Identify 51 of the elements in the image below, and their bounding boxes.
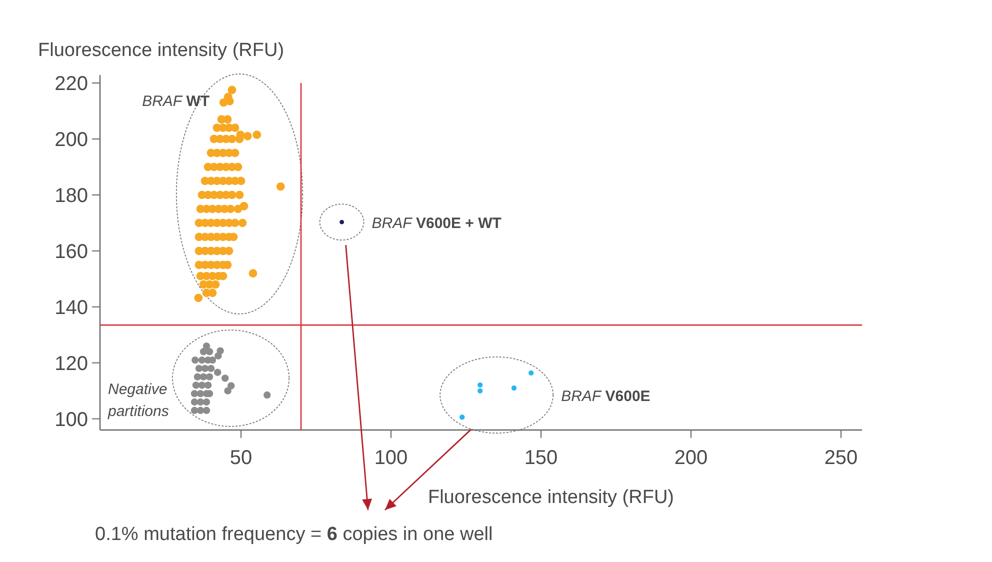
point: [190, 390, 198, 398]
point: [196, 390, 204, 398]
point: [511, 385, 517, 391]
point: [200, 373, 208, 380]
point: [460, 414, 465, 420]
point: [196, 406, 204, 414]
point: [195, 364, 203, 372]
point: [228, 382, 235, 390]
point: [207, 364, 215, 372]
x-tick-label: 150: [524, 447, 558, 469]
y-tick-label: 100: [54, 408, 88, 431]
x-tick-label: 50: [230, 447, 252, 469]
point: [192, 356, 199, 364]
series-label: Negative partitions: [107, 381, 170, 420]
point: [198, 382, 206, 389]
point: [202, 342, 210, 350]
point: [206, 348, 214, 356]
series-label: BRAF V600E + WT: [372, 215, 502, 232]
series-label: BRAF WT: [142, 93, 210, 110]
point: [478, 382, 483, 388]
point: [214, 352, 222, 360]
point: [192, 382, 200, 389]
y-tick-label: 160: [54, 240, 88, 263]
point: [478, 388, 483, 394]
point: [190, 406, 198, 414]
text: BRAF V600E: [561, 388, 650, 406]
x-tick-label: 200: [674, 447, 708, 469]
point: [224, 387, 232, 394]
x-axis-title: Fluorescence intensity (RFU): [428, 487, 674, 508]
point: [264, 391, 271, 399]
point: [201, 364, 209, 372]
point: [190, 398, 198, 406]
point: [202, 406, 210, 414]
y-tick-label: 200: [54, 128, 88, 151]
y-tick-label: 180: [54, 184, 88, 207]
x-tick-label: 100: [374, 447, 408, 469]
y-axis-title: Fluorescence intensity (RFU): [38, 40, 284, 61]
point: [222, 374, 229, 382]
point: [198, 356, 206, 364]
point: [196, 398, 204, 406]
point: [194, 373, 202, 380]
point: [204, 382, 212, 389]
point: [528, 370, 534, 376]
y-tick-label: 140: [54, 296, 88, 319]
point: [206, 373, 214, 380]
x-tick-label: 250: [824, 447, 858, 469]
y-tick-label: 220: [54, 73, 88, 95]
point: [214, 368, 222, 376]
point: [202, 398, 210, 406]
y-tick-label: 120: [54, 352, 88, 375]
text: 0.1% mutation frequency = 6 copies in one well: [95, 524, 493, 545]
